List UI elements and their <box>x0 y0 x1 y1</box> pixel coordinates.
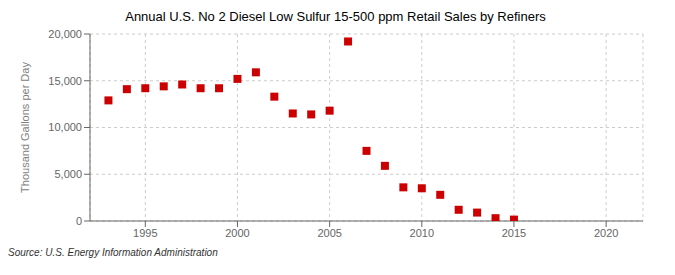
svg-text:0: 0 <box>76 215 82 227</box>
svg-text:2020: 2020 <box>594 227 618 239</box>
svg-text:Thousand Gallons per Day: Thousand Gallons per Day <box>19 62 31 193</box>
svg-text:10,000: 10,000 <box>48 121 82 133</box>
svg-text:2000: 2000 <box>225 227 249 239</box>
svg-text:2010: 2010 <box>410 227 434 239</box>
svg-text:2015: 2015 <box>502 227 526 239</box>
html-text:Annual U.S. No 2 Diesel Low Su: Annual U.S. No 2 Diesel Low Sulfur 15-50… <box>125 9 546 24</box>
svg-text:2005: 2005 <box>317 227 341 239</box>
svg-text:5,000: 5,000 <box>54 168 82 180</box>
html-text:Source: U.S. Energy Informatio: Source: U.S. Energy Information Administ… <box>8 247 218 258</box>
svg-text:15,000: 15,000 <box>48 75 82 87</box>
svg-text:20,000: 20,000 <box>48 28 82 40</box>
svg-text:1995: 1995 <box>133 227 157 239</box>
